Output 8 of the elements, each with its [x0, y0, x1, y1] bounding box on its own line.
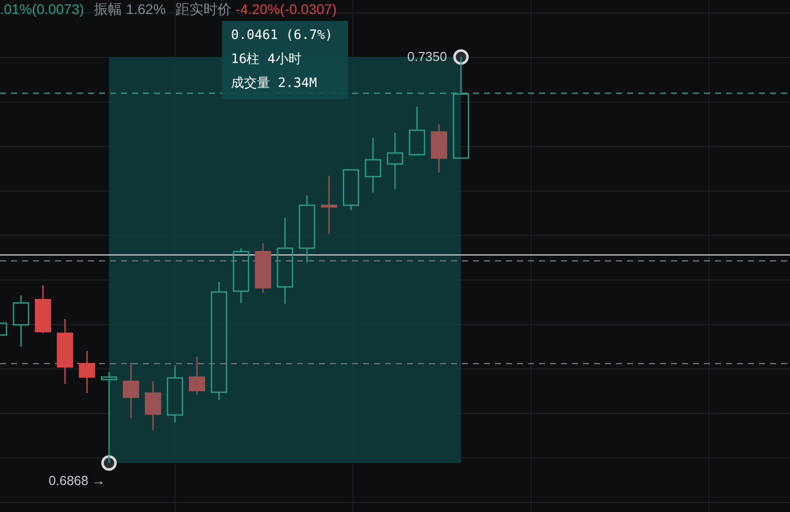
annotation: 成交量 2.34M [231, 75, 318, 91]
text: .01%(0.0073) [0, 1, 84, 17]
annotation: 0.7350 [407, 49, 447, 64]
text: 振幅 1.62% [94, 1, 166, 17]
text: 距实时价 -4.20%(-0.0307) [176, 1, 337, 17]
text: 0.6868 → [48, 473, 105, 488]
tooltip: 0.0461 (6.7%) 16柱 4小时 成交量 2.34M [222, 21, 348, 99]
annotation: 16柱 4小时 [231, 52, 302, 67]
